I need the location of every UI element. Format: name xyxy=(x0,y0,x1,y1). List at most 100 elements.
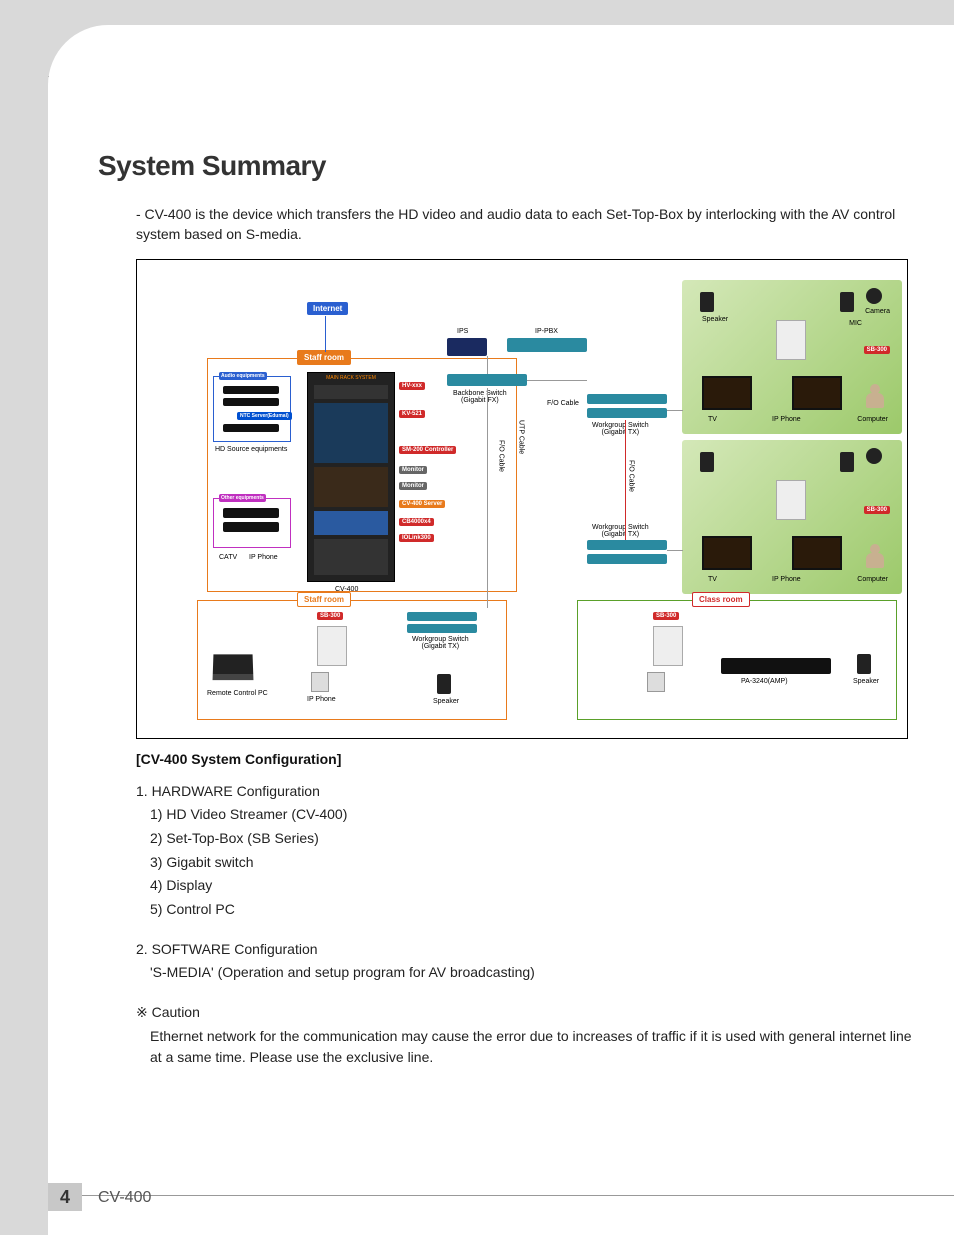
rack-bottom xyxy=(314,539,388,575)
wg-switch-staff-a xyxy=(407,612,477,621)
rack-server xyxy=(314,511,388,535)
person-c1 xyxy=(866,384,884,408)
wg-switch-1a xyxy=(587,394,667,404)
label-spk-c1: Speaker xyxy=(702,316,728,324)
tag-staffroom-upper: Staff room xyxy=(297,350,351,365)
page-title: System Summary xyxy=(98,150,914,182)
tag-iolink: IOLink300 xyxy=(399,534,434,542)
label-comp-c2: Computer xyxy=(857,576,888,584)
spk-c1-l xyxy=(700,292,714,312)
tag-audioeq: Audio equipments xyxy=(219,372,267,380)
spk-c2-l xyxy=(700,452,714,472)
label-ips: IPS xyxy=(457,328,468,336)
wg-switch-2b xyxy=(587,554,667,564)
wg-switch-2a xyxy=(587,540,667,550)
hw-item-2: 2) Set-Top-Box (SB Series) xyxy=(150,828,914,850)
hw-item-4: 4) Display xyxy=(150,875,914,897)
system-diagram: Internet IPS IP-PBX Staff room MAIN RACK… xyxy=(136,259,908,739)
main-rack: MAIN RACK SYSTEM xyxy=(307,372,395,582)
label-hdsource: HD Source equipments xyxy=(215,446,287,454)
line-bb xyxy=(487,356,488,374)
person-c2 xyxy=(866,544,884,568)
label-mic-c1: MIC xyxy=(849,320,862,328)
tag-sb-c2: SB-300 xyxy=(864,506,890,514)
label-focable1: F/O Cable xyxy=(547,400,579,408)
pa-amp xyxy=(721,658,831,674)
speaker-staff xyxy=(437,674,451,694)
page-body: System Summary - CV-400 is the device wh… xyxy=(48,25,954,1235)
label-backbone: Backbone Switch (Gigabit FX) xyxy=(453,390,507,405)
audio-dev1 xyxy=(223,386,279,394)
tag-cb4000: CB4000x4 xyxy=(399,518,434,526)
other-dev2 xyxy=(223,522,279,532)
sw-desc: 'S-MEDIA' (Operation and setup program f… xyxy=(150,962,914,984)
wg-switch-1b xyxy=(587,408,667,418)
label-ipp-c2: IP Phone xyxy=(772,576,801,584)
page-number: 4 xyxy=(48,1183,82,1211)
hw-item-1: 1) HD Video Streamer (CV-400) xyxy=(150,804,914,826)
label-ipp-c1: IP Phone xyxy=(772,416,801,424)
label-tv-c2: TV xyxy=(708,576,717,584)
footer-model: CV-400 xyxy=(98,1189,151,1207)
classroom-1: SB-300 TV IP Phone Computer MIC Camera S… xyxy=(682,280,902,434)
footer-rule xyxy=(48,1195,954,1196)
line-bb-down xyxy=(487,388,488,608)
rack-unit-1 xyxy=(314,385,388,399)
tv-c2-l xyxy=(702,536,752,570)
backbone-switch xyxy=(447,374,527,386)
tag-kv: KV-521 xyxy=(399,410,425,418)
laptop xyxy=(213,654,254,680)
wg-switch-staff-b xyxy=(407,624,477,633)
camera-c2 xyxy=(866,448,882,464)
tv-c1-l xyxy=(702,376,752,410)
tag-staffroom-lower: Staff room xyxy=(297,592,351,607)
speaker-class xyxy=(857,654,871,674)
label-utp: UTP Cable xyxy=(517,420,525,454)
config-heading: [CV-400 System Configuration] xyxy=(136,751,914,767)
line-wg-room1 xyxy=(667,410,683,411)
rack-title: MAIN RACK SYSTEM xyxy=(308,375,394,381)
hardware-section: 1. HARDWARE Configuration 1) HD Video St… xyxy=(136,781,914,921)
intro-text: - CV-400 is the device which transfers t… xyxy=(136,204,904,245)
label-speaker-class: Speaker xyxy=(853,678,879,686)
tv-c1-r xyxy=(792,376,842,410)
wallunit-class xyxy=(653,626,683,666)
label-ip-pbx: IP-PBX xyxy=(535,328,558,336)
ipphone-class xyxy=(647,672,665,692)
label-focable-v2: F/O Cable xyxy=(627,460,635,492)
label-wg2: Workgroup Switch (Gigabit TX) xyxy=(592,524,649,539)
wallunit-c2 xyxy=(776,480,806,520)
ipphone-staff xyxy=(311,672,329,692)
label-remote-pc: Remote Control PC xyxy=(207,690,268,698)
tag-monitor: Monitor xyxy=(399,466,427,474)
line-wg-vert xyxy=(625,420,626,540)
tag-sb-staff: SB-300 xyxy=(317,612,343,620)
tag-classroom: Class room xyxy=(692,592,750,607)
wallunit-c1 xyxy=(776,320,806,360)
tag-monitor2: Monitor xyxy=(399,482,427,490)
label-catv: CATV xyxy=(219,554,237,562)
label-ipphone-staff: IP Phone xyxy=(307,696,336,704)
tag-othereq: Other equipments xyxy=(219,494,266,502)
tv-c2-r xyxy=(792,536,842,570)
wallunit-staff xyxy=(317,626,347,666)
rack-screen xyxy=(314,403,388,463)
hw-item-3: 3) Gigabit switch xyxy=(150,852,914,874)
tag-sm: SM-200 Controller xyxy=(399,446,456,454)
label-comp-c1: Computer xyxy=(857,416,888,424)
hw-title: 1. HARDWARE Configuration xyxy=(136,781,914,803)
line-wg-room2 xyxy=(667,550,683,551)
tag-cvserver: CV-400 Server xyxy=(399,500,445,508)
label-ipphone-s: IP Phone xyxy=(249,554,278,562)
label-pa-amp: PA-3240(AMP) xyxy=(741,678,788,686)
caution-title: ※ Caution xyxy=(136,1002,914,1024)
spk-c1-r xyxy=(840,292,854,312)
label-speaker-staff: Speaker xyxy=(433,698,459,706)
audio-dev2 xyxy=(223,398,279,406)
software-section: 2. SOFTWARE Configuration 'S-MEDIA' (Ope… xyxy=(136,939,914,984)
label-cam-c1: Camera xyxy=(865,308,890,316)
label-focable-v1: F/O Cable xyxy=(497,440,505,472)
classroom-2: SB-300 TV IP Phone Computer xyxy=(682,440,902,594)
tag-internet: Internet xyxy=(307,302,348,315)
caution-text: Ethernet network for the communication m… xyxy=(150,1026,914,1069)
